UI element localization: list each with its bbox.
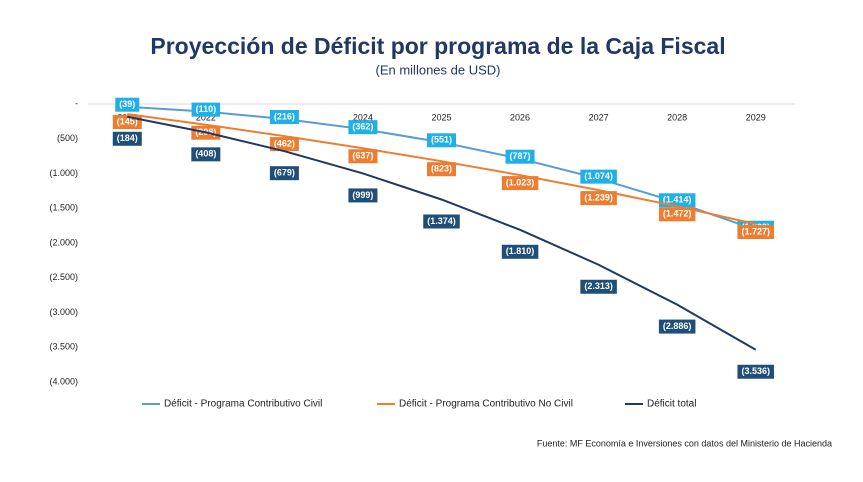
data-label: (362) [352,122,373,132]
x-tick-label: 2027 [589,112,609,122]
data-label: (39) [119,99,135,109]
data-label: (462) [274,138,295,148]
y-tick-label: - [75,98,78,108]
data-label-box [115,97,140,112]
series-line [127,115,757,351]
data-label: (1.239) [584,192,613,202]
x-tick-label: 2029 [746,112,766,122]
x-tick-label: 2024 [353,112,373,122]
data-label-box [580,191,617,206]
data-label: (679) [274,168,295,178]
data-label-box [658,207,696,222]
y-tick-label: (1.000) [49,168,78,178]
data-label-box [737,225,774,240]
y-tick-label: (2.500) [49,272,78,282]
data-label-box [426,133,457,148]
y-tick-label: (2.000) [49,237,78,247]
data-label-box [191,147,221,162]
data-label-box [269,166,299,181]
data-label: (1.810) [506,246,535,256]
data-label: (787) [510,151,531,161]
data-label-box [426,162,457,177]
x-tick-label: 2025 [431,112,451,122]
data-label-box [505,149,535,164]
data-label: (3.536) [741,366,770,376]
data-label-box [269,137,299,152]
data-label: (184) [117,133,138,143]
data-label-box [501,176,539,191]
data-label: (216) [274,111,295,121]
data-label-box [580,169,617,184]
data-label: (2.313) [584,281,613,291]
data-label-box [423,214,460,229]
y-tick-label: (3.500) [49,342,78,352]
data-label: (1.374) [427,216,456,226]
data-label-box [269,110,299,125]
data-label: (551) [431,135,452,145]
data-label: (637) [352,151,373,161]
data-label-box [658,319,696,334]
y-tick-label: (4.000) [49,376,78,386]
data-label-box [348,120,378,135]
legend-label: Déficit - Programa Contributivo No Civil [399,399,573,410]
y-tick-label: (500) [57,133,78,143]
legend-label: Déficit total [647,399,696,410]
data-label: (408) [195,149,216,159]
data-label: (1.023) [506,177,535,187]
legend-label: Déficit - Programa Contributivo Civil [164,399,322,410]
data-label-box [501,244,539,259]
y-tick-label: (3.000) [49,307,78,317]
data-label-box [737,364,774,379]
data-label: (999) [352,190,373,200]
source: Fuente: MF Economía e Inversiones con da… [537,438,832,448]
chart-title: Proyección de Déficit por programa de la… [150,33,725,59]
x-tick-label: 2028 [667,112,687,122]
y-tick-label: (1.500) [49,203,78,213]
data-label-box [112,131,142,146]
data-label: (145) [117,116,138,126]
chart-subtitle: (En millones de USD) [376,62,501,77]
data-label: (1.727) [741,226,770,236]
data-label: (1.414) [663,195,692,205]
data-label: (823) [431,164,452,174]
data-label: (1.074) [584,171,613,181]
data-label-box [191,102,221,117]
data-label: (2.886) [663,321,692,331]
data-label: (110) [196,104,217,114]
data-label-box [580,279,617,294]
data-label: (1.472) [663,209,692,219]
x-tick-label: 2026 [510,112,530,122]
x-tick-label: 2022 [196,112,216,122]
data-label-box [348,149,378,164]
data-label-box [348,188,378,203]
series-line [127,113,756,226]
